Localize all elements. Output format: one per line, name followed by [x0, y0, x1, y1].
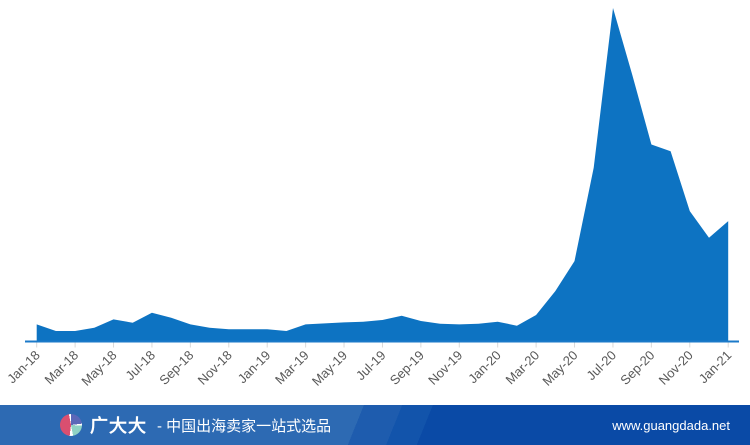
x-axis-label: Mar-18 [42, 348, 82, 388]
x-axis-label: May-20 [539, 348, 580, 389]
x-axis-label: Jan-18 [4, 348, 43, 387]
tagline-separator: - [157, 417, 162, 435]
x-axis-label: Nov-19 [425, 348, 465, 388]
x-axis-label: Mar-19 [272, 348, 312, 388]
x-axis-label: Jan-20 [465, 348, 504, 387]
website-url[interactable]: www.guangdada.net [612, 417, 730, 433]
brand-name: 广大大 [90, 416, 147, 436]
brand-group: 广大大 - 中国出海卖家一站式选品 [60, 412, 331, 438]
x-axis-label: Jan-21 [696, 348, 735, 387]
x-axis-label: Jul-19 [353, 348, 389, 384]
pie-chart-logo-icon [60, 414, 82, 436]
x-axis-label: May-19 [309, 348, 350, 389]
x-axis-label: May-18 [78, 348, 119, 389]
footer-bar: 广大大 - 中国出海卖家一站式选品 www.guangdada.net [0, 405, 750, 445]
tagline-text: 中国出海卖家一站式选品 [166, 417, 332, 435]
x-axis-label: Nov-18 [195, 348, 235, 388]
x-axis-label: Sep-19 [387, 348, 427, 388]
x-axis-label: Sep-18 [156, 348, 196, 388]
x-axis-label: Jul-20 [583, 348, 619, 384]
x-axis-label: Nov-20 [656, 348, 696, 388]
brand-tagline: - 中国出海卖家一站式选品 [157, 415, 331, 436]
x-axis-label: Jul-18 [122, 348, 158, 384]
area-series [36, 8, 729, 341]
x-axis-label: Sep-20 [617, 348, 657, 388]
x-axis-label: Jan-19 [235, 348, 274, 387]
x-axis-label: Mar-20 [503, 348, 543, 388]
